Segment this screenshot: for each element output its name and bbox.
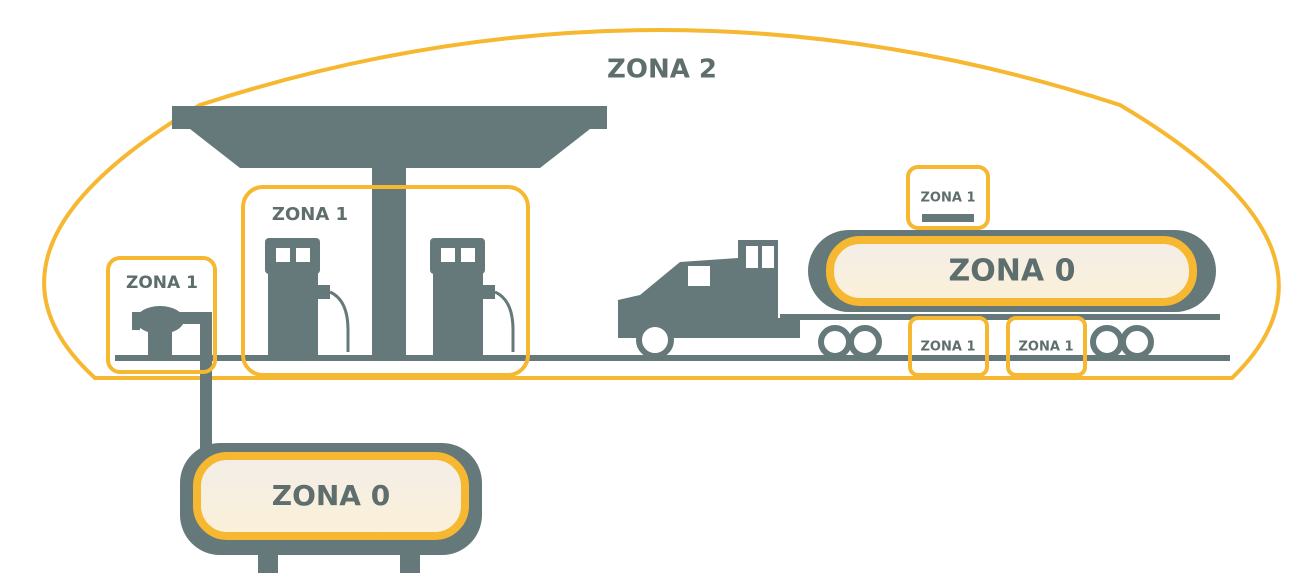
zone-1-outline bbox=[1006, 316, 1087, 377]
canopy bbox=[172, 106, 607, 358]
zone-1-outline bbox=[106, 256, 217, 374]
zone-1-outline bbox=[908, 316, 989, 377]
dispenser bbox=[265, 238, 350, 358]
zone-label: ZONA 1 bbox=[921, 191, 976, 206]
dispenser bbox=[430, 238, 515, 358]
zone-label: ZONA 1 bbox=[921, 340, 976, 355]
zone-label: ZONA 0 bbox=[949, 254, 1076, 289]
zone-2-outline bbox=[42, 28, 1281, 380]
zone-label: ZONA 1 bbox=[272, 204, 348, 225]
zone-1-outline bbox=[241, 185, 530, 377]
zone-1-outline bbox=[906, 165, 990, 230]
underground-tank bbox=[180, 443, 482, 573]
ground bbox=[115, 355, 1230, 361]
pump bbox=[132, 306, 212, 450]
zone-label: ZONA 0 bbox=[272, 479, 390, 512]
truck bbox=[618, 214, 1220, 359]
zone-label: ZONA 1 bbox=[1019, 340, 1074, 355]
zone-label: ZONA 2 bbox=[607, 55, 717, 85]
zone-label: ZONA 1 bbox=[126, 273, 198, 293]
